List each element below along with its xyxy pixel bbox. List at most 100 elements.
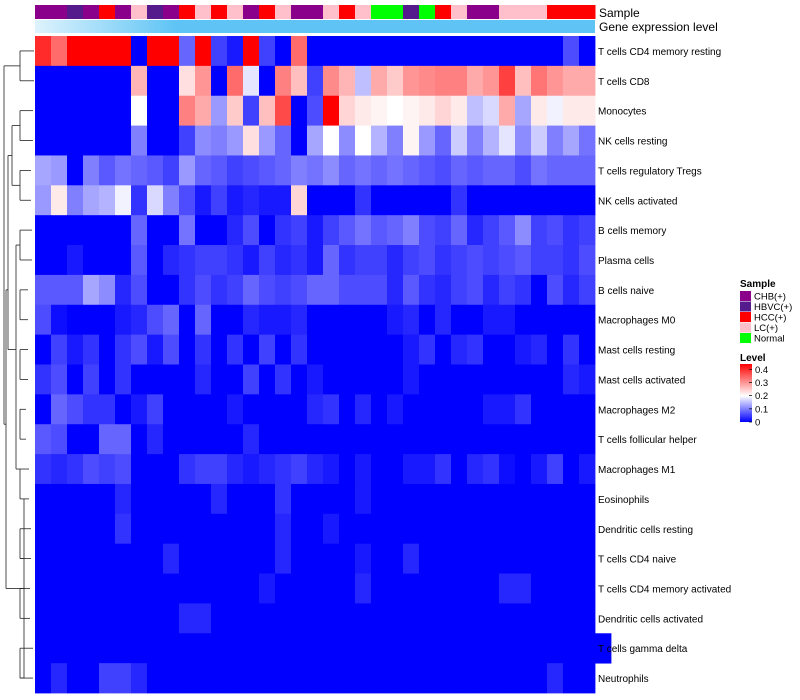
heatmap-cell bbox=[323, 125, 340, 156]
heatmap-cell bbox=[51, 633, 68, 664]
heatmap-cell bbox=[99, 424, 116, 455]
heatmap-cell bbox=[323, 663, 340, 694]
heatmap-cell bbox=[131, 483, 148, 515]
level-legend-tick-label: 0.1 bbox=[755, 404, 768, 415]
heatmap-cell bbox=[275, 513, 292, 545]
heatmap-cell bbox=[483, 603, 500, 634]
heatmap-cell bbox=[131, 633, 148, 664]
heatmap-cell bbox=[515, 95, 532, 126]
heatmap-cell bbox=[163, 274, 180, 306]
heatmap-cell bbox=[579, 245, 596, 276]
heatmap-cell bbox=[435, 245, 452, 276]
heatmap-cell bbox=[339, 513, 356, 545]
heatmap-cell bbox=[259, 245, 276, 276]
row-label: T cells CD4 naive bbox=[598, 555, 677, 566]
heatmap-cell bbox=[483, 274, 500, 306]
heatmap-cell bbox=[227, 334, 244, 365]
heatmap-cell bbox=[275, 155, 292, 186]
heatmap-cell bbox=[515, 245, 532, 276]
heatmap-cell bbox=[99, 633, 116, 664]
heatmap-cell bbox=[131, 424, 148, 455]
sample-annotation-cell bbox=[323, 5, 340, 19]
heatmap-cell bbox=[483, 573, 500, 604]
heatmap-cell bbox=[67, 65, 84, 97]
heatmap-cell bbox=[419, 36, 436, 67]
heatmap-cell bbox=[355, 155, 372, 186]
heatmap-cell bbox=[259, 304, 276, 336]
level-legend-tick-label: 0 bbox=[755, 418, 760, 429]
heatmap-cell bbox=[227, 274, 244, 306]
heatmap-cell bbox=[307, 543, 324, 574]
heatmap-cell bbox=[531, 215, 548, 246]
heatmap-cell bbox=[531, 454, 548, 485]
heatmap-cell bbox=[499, 513, 516, 545]
heatmap-cell bbox=[35, 125, 52, 156]
heatmap-cell bbox=[115, 185, 132, 216]
heatmap-cell bbox=[291, 424, 308, 455]
heatmap-cell bbox=[371, 603, 388, 634]
heatmap-cell bbox=[51, 304, 68, 336]
heatmap-cell bbox=[35, 663, 52, 694]
heatmap-cell bbox=[307, 65, 324, 97]
heatmap-cell bbox=[387, 185, 404, 216]
heatmap-cell bbox=[131, 573, 148, 604]
heatmap-cell bbox=[371, 483, 388, 515]
heatmap-cell bbox=[387, 483, 404, 515]
heatmap-cell bbox=[483, 125, 500, 156]
heatmap-cell bbox=[451, 215, 468, 246]
heatmap-cell bbox=[387, 394, 404, 425]
heatmap-cell bbox=[467, 334, 484, 365]
heatmap-cell bbox=[467, 454, 484, 485]
heatmap-cell bbox=[291, 155, 308, 186]
heatmap-cell bbox=[227, 364, 244, 395]
heatmap-cell bbox=[307, 663, 324, 694]
heatmap-cell bbox=[259, 424, 276, 455]
heatmap-cell bbox=[355, 513, 372, 545]
heatmap-cell bbox=[275, 304, 292, 336]
heatmap-cell bbox=[131, 663, 148, 694]
heatmap-cell bbox=[323, 603, 340, 634]
heatmap-cell bbox=[227, 155, 244, 186]
heatmap-cell bbox=[371, 245, 388, 276]
heatmap-cell bbox=[563, 245, 580, 276]
heatmap-cell bbox=[499, 603, 516, 634]
heatmap-cell bbox=[547, 364, 564, 395]
sample-annotation-cell bbox=[531, 5, 548, 19]
heatmap-cell bbox=[227, 603, 244, 634]
heatmap-cell bbox=[131, 65, 148, 97]
heatmap-cell bbox=[467, 513, 484, 545]
heatmap-cell bbox=[451, 364, 468, 395]
heatmap-cell bbox=[355, 245, 372, 276]
heatmap-cell bbox=[51, 95, 68, 126]
heatmap-cell bbox=[243, 155, 260, 186]
heatmap-cell bbox=[419, 573, 436, 604]
heatmap-cell bbox=[595, 633, 612, 664]
heatmap-cell bbox=[467, 245, 484, 276]
heatmap-cell bbox=[195, 304, 212, 336]
heatmap-cell bbox=[67, 185, 84, 216]
heatmap-cell bbox=[211, 155, 228, 186]
heatmap-cell bbox=[163, 483, 180, 515]
heatmap-cell bbox=[435, 36, 452, 67]
heatmap-cell bbox=[387, 274, 404, 306]
heatmap-cell bbox=[323, 304, 340, 336]
row-label: Mast cells resting bbox=[598, 346, 675, 357]
heatmap-cell bbox=[227, 36, 244, 67]
heatmap-cell bbox=[67, 663, 84, 694]
heatmap-cell bbox=[115, 125, 132, 156]
heatmap-cell bbox=[211, 36, 228, 67]
row-label: NK cells resting bbox=[598, 137, 667, 148]
heatmap-cell bbox=[115, 663, 132, 694]
heatmap-cell bbox=[547, 513, 564, 545]
heatmap-cell bbox=[579, 334, 596, 365]
heatmap-cell bbox=[531, 424, 548, 455]
heatmap-cell bbox=[531, 274, 548, 306]
heatmap-cell bbox=[339, 603, 356, 634]
heatmap-cell bbox=[355, 633, 372, 664]
heatmap-cell bbox=[259, 36, 276, 67]
heatmap-cell bbox=[531, 65, 548, 97]
heatmap-cell bbox=[211, 424, 228, 455]
heatmap-cell bbox=[179, 215, 196, 246]
heatmap-cell bbox=[371, 95, 388, 126]
heatmap-cell bbox=[83, 424, 100, 455]
